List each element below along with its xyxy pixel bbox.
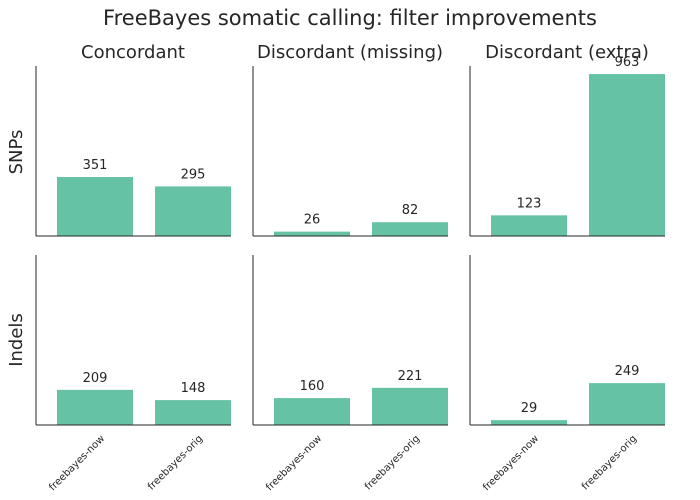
tick-label-concordant-freebayes-now: freebayes-now [47,433,107,493]
chart-title: FreeBayes somatic calling: filter improv… [103,6,597,30]
data-label-indels-concordant-freebayes-orig: 148 [181,381,206,396]
bar-snps-concordant-freebayes-orig [155,186,231,236]
data-label-snps-discordant-extra-freebayes-orig: 963 [615,55,640,70]
data-label-snps-discordant-missing-freebayes-now: 26 [304,213,321,228]
row-label-snps: SNPs [6,130,27,175]
bar-indels-concordant-freebayes-orig [155,400,231,425]
data-label-snps-discordant-missing-freebayes-orig: 82 [402,203,419,218]
data-label-indels-concordant-freebayes-now: 209 [83,371,108,386]
bar-indels-discordant-missing-freebayes-orig [372,387,448,425]
data-label-snps-discordant-extra-freebayes-now: 123 [517,196,542,211]
bar-snps-discordant-extra-freebayes-orig [589,74,665,236]
bar-snps-discordant-extra-freebayes-now [491,215,567,236]
tick-label-discordant-extra-freebayes-orig: freebayes-orig [580,433,639,492]
data-label-indels-discordant-extra-freebayes-orig: 249 [615,364,640,379]
bar-indels-discordant-extra-freebayes-now [491,420,567,425]
tick-label-concordant-freebayes-orig: freebayes-orig [146,433,205,492]
row-label-indels: Indels [6,313,27,367]
data-label-indels-discordant-extra-freebayes-now: 29 [521,401,538,416]
bar-snps-concordant-freebayes-now [57,176,133,236]
tick-label-discordant-missing-freebayes-now: freebayes-now [264,433,324,493]
data-label-snps-concordant-freebayes-orig: 295 [181,167,206,182]
tick-label-discordant-extra-freebayes-now: freebayes-now [481,433,541,493]
tick-label-discordant-missing-freebayes-orig: freebayes-orig [363,433,422,492]
bar-indels-discordant-extra-freebayes-orig [589,383,665,425]
panels-group: 351 295 26 82 123 963 209 148 160 221 29 249 freebay… [35,55,665,493]
bar-snps-discordant-missing-freebayes-orig [372,222,448,236]
bar-indels-concordant-freebayes-now [57,389,133,425]
bar-indels-discordant-missing-freebayes-now [274,398,350,425]
data-label-indels-discordant-missing-freebayes-now: 160 [300,379,325,394]
bar-snps-discordant-missing-freebayes-now [274,231,350,236]
column-title-discordant-extra: Discordant (extra) [485,42,649,63]
data-label-snps-concordant-freebayes-now: 351 [83,158,108,173]
column-title-concordant: Concordant [81,42,185,63]
data-label-indels-discordant-missing-freebayes-orig: 221 [398,369,423,384]
column-title-discordant-missing: Discordant (missing) [257,42,443,63]
